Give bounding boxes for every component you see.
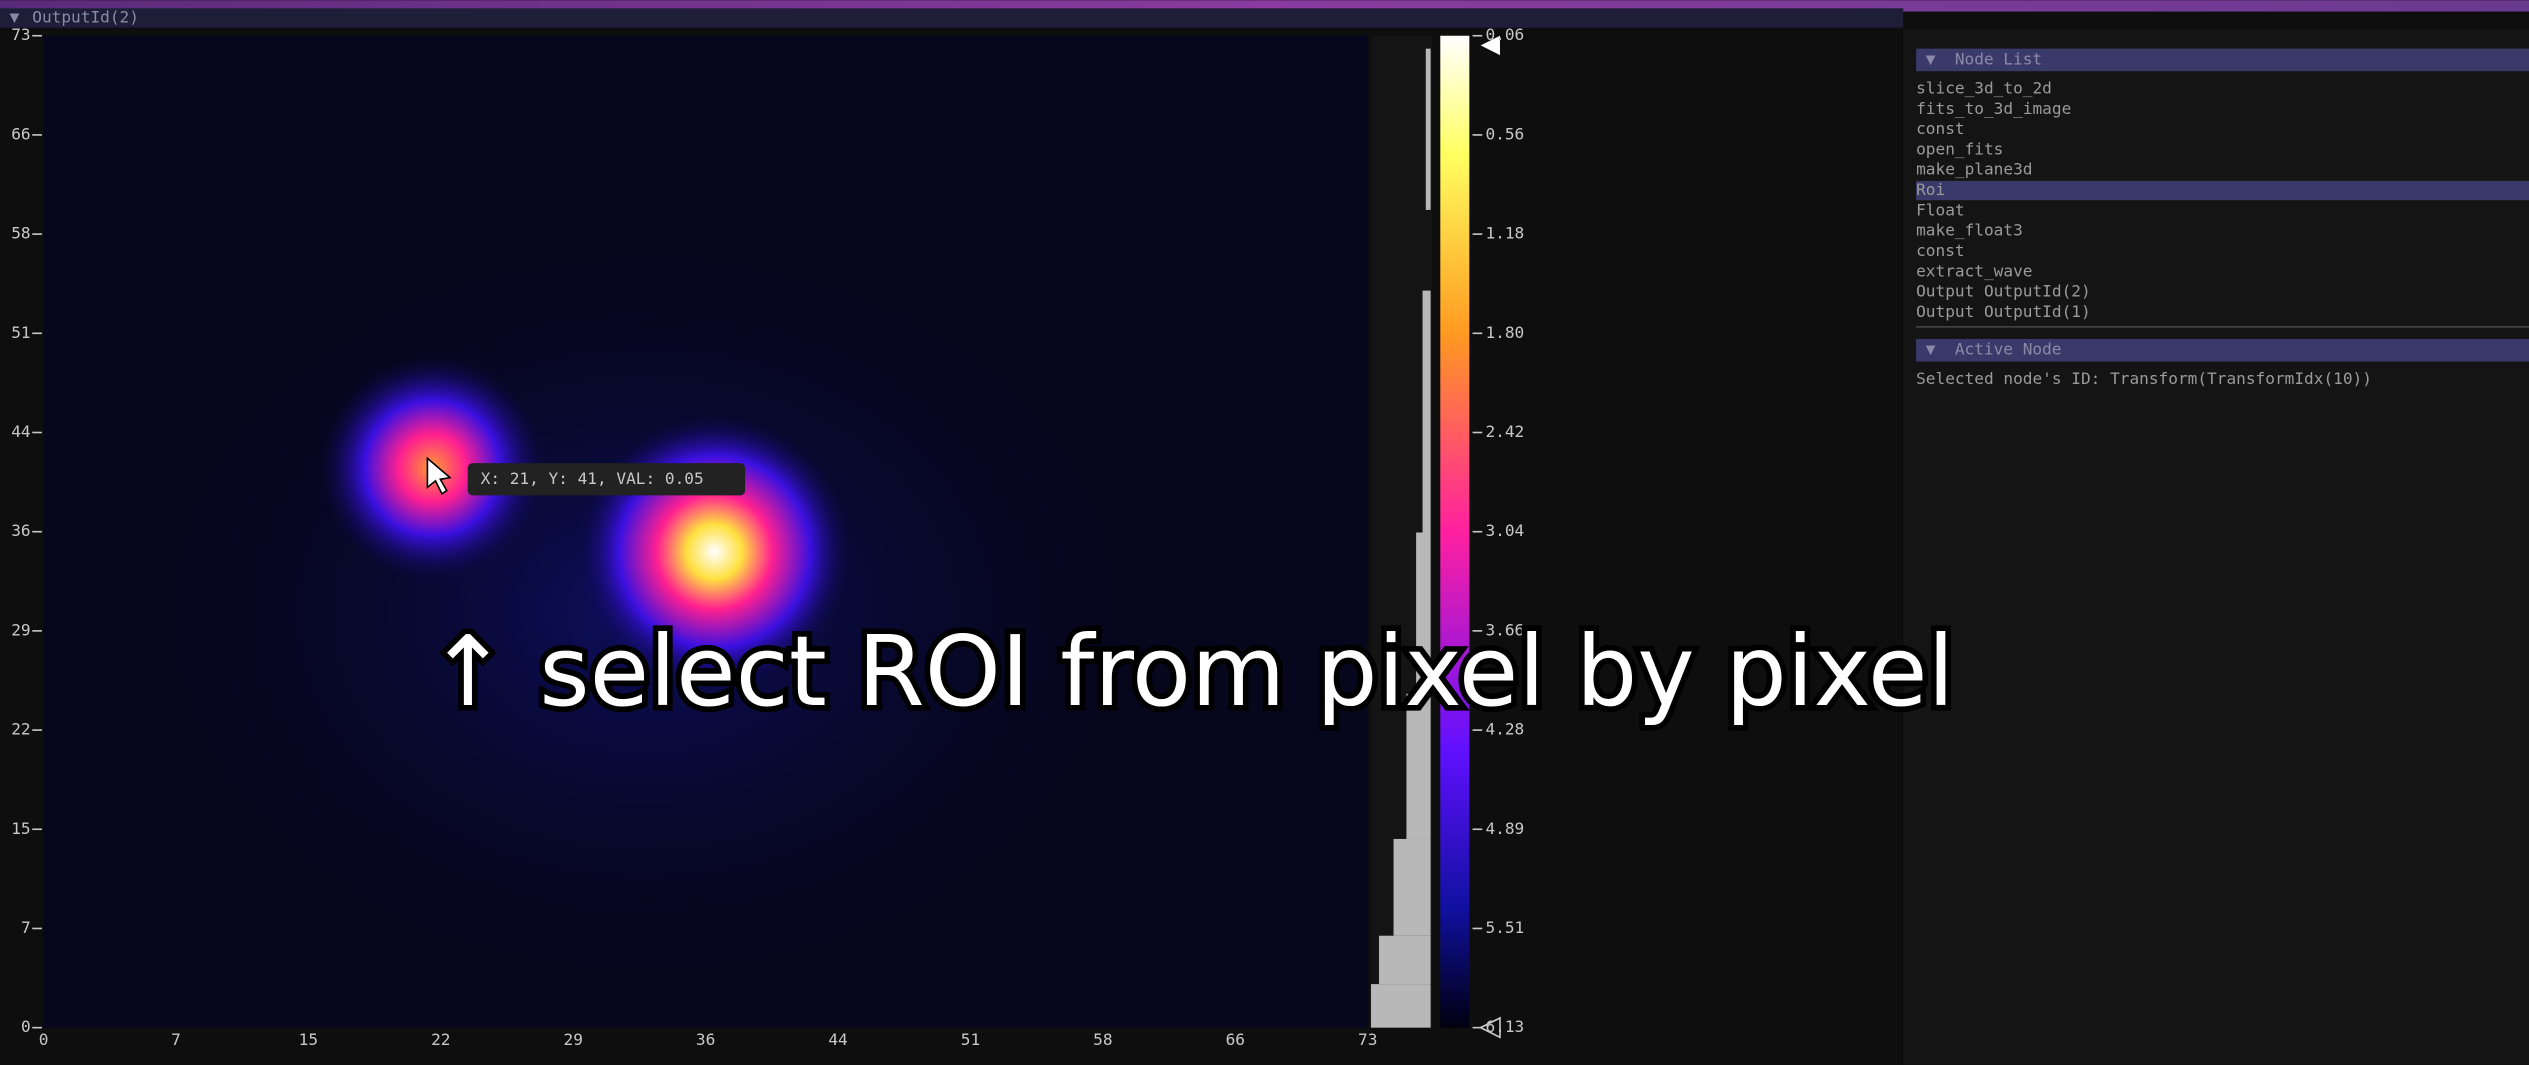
- x-tick-label: 0: [39, 1030, 49, 1049]
- x-tick-label: 58: [1093, 1030, 1112, 1049]
- y-tick-label: 29: [11, 620, 30, 639]
- colorbar-tick-label: 4.89: [1485, 819, 1524, 838]
- collapse-arrow: ▼: [1926, 49, 1936, 68]
- node-list-item[interactable]: fits_to_3d_image: [1916, 99, 2071, 118]
- y-tick-label: 73: [11, 25, 30, 44]
- y-tick-label: 66: [11, 124, 30, 143]
- colorbar-tick-label: 2.42: [1485, 422, 1524, 441]
- tooltip-text: X: 21, Y: 41, VAL: 0.05: [481, 469, 704, 488]
- node-list-item[interactable]: Output OutputId(1): [1916, 302, 2091, 321]
- node-list-item[interactable]: extract_wave: [1916, 261, 2032, 280]
- node-list-title: Node List: [1955, 49, 2042, 68]
- screenshot: ▼ OutputId(2) X: 21, Y: 41, VAL: 0.05 ▼ …: [0, 0, 2529, 1065]
- collapse-arrow: ▼: [10, 7, 20, 26]
- node-list-item[interactable]: const: [1916, 119, 1965, 138]
- x-tick-label: 7: [171, 1030, 181, 1049]
- node-list-item[interactable]: slice_3d_to_2d: [1916, 78, 2052, 97]
- colorbar-tick-label: 0.56: [1485, 124, 1524, 143]
- colorbar-tick-label: 3.04: [1485, 521, 1524, 540]
- window-header[interactable]: [0, 8, 1903, 27]
- y-tick-label: 0: [21, 1017, 31, 1036]
- colorbar-tick-label: 5.51: [1485, 918, 1524, 937]
- x-tick-label: 15: [299, 1030, 318, 1049]
- node-list-item[interactable]: Output OutputId(2): [1916, 282, 2091, 301]
- colorbar: [1440, 36, 1469, 1028]
- x-tick-label: 36: [696, 1030, 715, 1049]
- x-tick-label: 44: [828, 1030, 847, 1049]
- y-tick-label: 58: [11, 224, 30, 243]
- node-list-item[interactable]: make_float3: [1916, 221, 2023, 240]
- colorbar-tick-label: 6.13: [1485, 1017, 1524, 1036]
- separator: [1916, 326, 2529, 328]
- x-tick-label: 73: [1358, 1030, 1377, 1049]
- page: {"window": {"title": "OutputId(2)"}, "pl…: [0, 0, 2529, 1065]
- node-list-item[interactable]: Float: [1916, 200, 1965, 219]
- window-title: OutputId(2): [32, 7, 139, 26]
- y-tick-label: 7: [21, 918, 31, 937]
- y-tick-label: 22: [11, 720, 30, 739]
- colorbar-tick-label: 1.80: [1485, 323, 1524, 342]
- y-tick-label: 51: [11, 323, 30, 342]
- node-list-item[interactable]: Roi: [1916, 180, 1945, 199]
- collapse-arrow: ▼: [1926, 340, 1936, 359]
- node-list-item[interactable]: open_fits: [1916, 139, 2003, 158]
- y-tick-label: 15: [11, 819, 30, 838]
- selected-row: [1916, 181, 2529, 200]
- node-list-item[interactable]: make_plane3d: [1916, 160, 2032, 179]
- active-node-title: Active Node: [1955, 340, 2062, 359]
- node-list-item[interactable]: const: [1916, 241, 1965, 260]
- x-tick-label: 29: [564, 1030, 583, 1049]
- x-tick-label: 51: [961, 1030, 980, 1049]
- colorbar-tick-label: 0.06: [1485, 25, 1524, 44]
- caption: ↑ select ROI from pixel by pixel: [427, 615, 1954, 728]
- x-tick-label: 22: [431, 1030, 450, 1049]
- colorbar-tick-label: 1.18: [1485, 224, 1524, 243]
- active-node-text: Selected node's ID: Transform(TransformI…: [1916, 369, 2372, 388]
- x-tick-label: 66: [1226, 1030, 1245, 1049]
- y-tick-label: 36: [11, 521, 30, 540]
- y-tick-label: 44: [11, 422, 30, 441]
